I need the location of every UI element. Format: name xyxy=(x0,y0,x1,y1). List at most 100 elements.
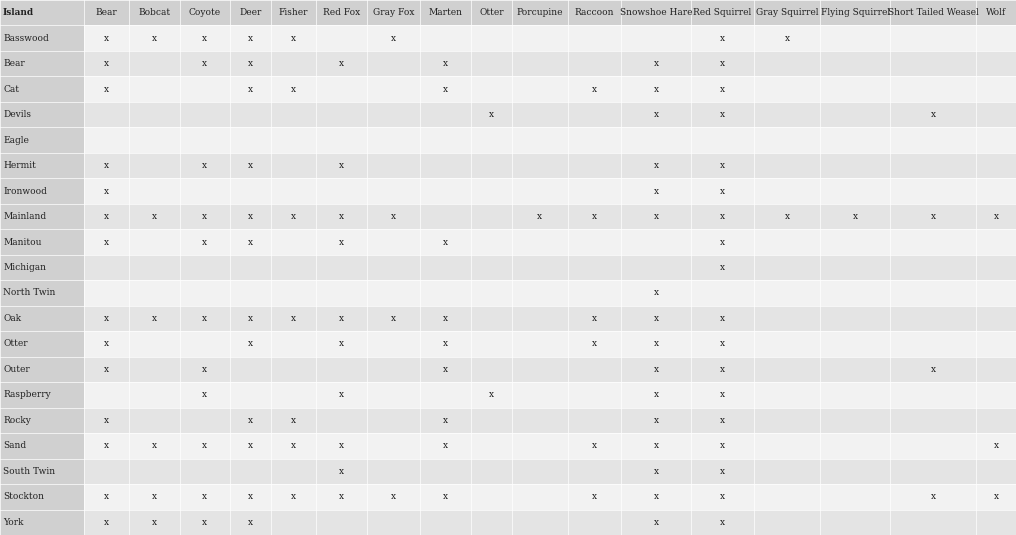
Text: x: x xyxy=(202,492,207,501)
Text: Fisher: Fisher xyxy=(278,8,308,17)
Text: x: x xyxy=(248,518,253,527)
Bar xyxy=(0,230,84,255)
Text: x: x xyxy=(654,110,659,119)
Text: x: x xyxy=(443,85,448,94)
Bar xyxy=(0,357,1016,382)
Text: Otter: Otter xyxy=(3,339,27,348)
Text: x: x xyxy=(104,492,109,501)
Text: x: x xyxy=(720,187,725,196)
Text: x: x xyxy=(592,85,597,94)
Text: Basswood: Basswood xyxy=(3,34,49,43)
Text: Gray Fox: Gray Fox xyxy=(373,8,415,17)
Text: x: x xyxy=(248,238,253,247)
Text: Manitou: Manitou xyxy=(3,238,42,247)
Text: x: x xyxy=(720,467,725,476)
Bar xyxy=(0,484,1016,509)
Bar xyxy=(0,230,1016,255)
Bar xyxy=(0,408,84,433)
Text: x: x xyxy=(720,441,725,450)
Text: x: x xyxy=(151,492,156,501)
Text: Marten: Marten xyxy=(429,8,462,17)
Text: Mainland: Mainland xyxy=(3,212,46,221)
Text: x: x xyxy=(931,492,936,501)
Bar xyxy=(0,382,84,408)
Bar xyxy=(0,458,84,484)
Text: x: x xyxy=(151,212,156,221)
Text: North Twin: North Twin xyxy=(3,288,56,297)
Text: x: x xyxy=(104,339,109,348)
Bar xyxy=(0,509,1016,535)
Text: x: x xyxy=(654,492,659,501)
Text: York: York xyxy=(3,518,23,527)
Text: Coyote: Coyote xyxy=(189,8,220,17)
Text: x: x xyxy=(151,34,156,43)
Text: x: x xyxy=(720,339,725,348)
Bar xyxy=(0,331,84,357)
Bar xyxy=(0,255,1016,280)
Text: x: x xyxy=(248,314,253,323)
Text: x: x xyxy=(202,441,207,450)
Text: x: x xyxy=(654,441,659,450)
Text: x: x xyxy=(104,416,109,425)
Bar xyxy=(0,178,84,204)
Bar xyxy=(0,0,1016,26)
Text: Stockton: Stockton xyxy=(3,492,44,501)
Text: x: x xyxy=(654,85,659,94)
Text: Cat: Cat xyxy=(3,85,19,94)
Text: Raspberry: Raspberry xyxy=(3,391,51,400)
Text: Bear: Bear xyxy=(96,8,117,17)
Bar xyxy=(0,204,84,230)
Text: x: x xyxy=(202,518,207,527)
Text: x: x xyxy=(443,339,448,348)
Text: x: x xyxy=(291,441,296,450)
Text: x: x xyxy=(443,238,448,247)
Bar xyxy=(0,433,84,458)
Text: x: x xyxy=(248,212,253,221)
Text: x: x xyxy=(202,212,207,221)
Text: x: x xyxy=(654,416,659,425)
Text: x: x xyxy=(248,492,253,501)
Text: x: x xyxy=(291,212,296,221)
Text: x: x xyxy=(151,314,156,323)
Text: x: x xyxy=(592,339,597,348)
Bar xyxy=(0,51,1016,77)
Text: x: x xyxy=(338,339,344,348)
Text: x: x xyxy=(338,212,344,221)
Text: x: x xyxy=(104,59,109,68)
Text: x: x xyxy=(202,34,207,43)
Bar xyxy=(0,331,1016,357)
Text: x: x xyxy=(443,365,448,374)
Bar xyxy=(0,458,1016,484)
Text: Wolf: Wolf xyxy=(987,8,1006,17)
Text: x: x xyxy=(489,391,494,400)
Text: x: x xyxy=(151,518,156,527)
Bar xyxy=(0,357,84,382)
Text: x: x xyxy=(104,238,109,247)
Text: Michigan: Michigan xyxy=(3,263,46,272)
Text: x: x xyxy=(248,441,253,450)
Text: Red Fox: Red Fox xyxy=(323,8,360,17)
Bar xyxy=(0,433,1016,458)
Text: x: x xyxy=(592,441,597,450)
Text: Bobcat: Bobcat xyxy=(138,8,171,17)
Bar xyxy=(0,509,84,535)
Bar xyxy=(0,77,84,102)
Bar xyxy=(0,102,1016,127)
Text: x: x xyxy=(202,59,207,68)
Text: x: x xyxy=(931,110,936,119)
Text: x: x xyxy=(338,441,344,450)
Text: x: x xyxy=(720,492,725,501)
Text: x: x xyxy=(202,391,207,400)
Text: x: x xyxy=(720,212,725,221)
Text: x: x xyxy=(592,212,597,221)
Text: Otter: Otter xyxy=(479,8,504,17)
Text: Island: Island xyxy=(3,8,35,17)
Bar xyxy=(0,204,1016,230)
Text: x: x xyxy=(391,314,396,323)
Text: x: x xyxy=(537,212,543,221)
Bar xyxy=(0,305,1016,331)
Text: x: x xyxy=(994,492,999,501)
Text: x: x xyxy=(391,212,396,221)
Text: x: x xyxy=(248,161,253,170)
Text: x: x xyxy=(592,492,597,501)
